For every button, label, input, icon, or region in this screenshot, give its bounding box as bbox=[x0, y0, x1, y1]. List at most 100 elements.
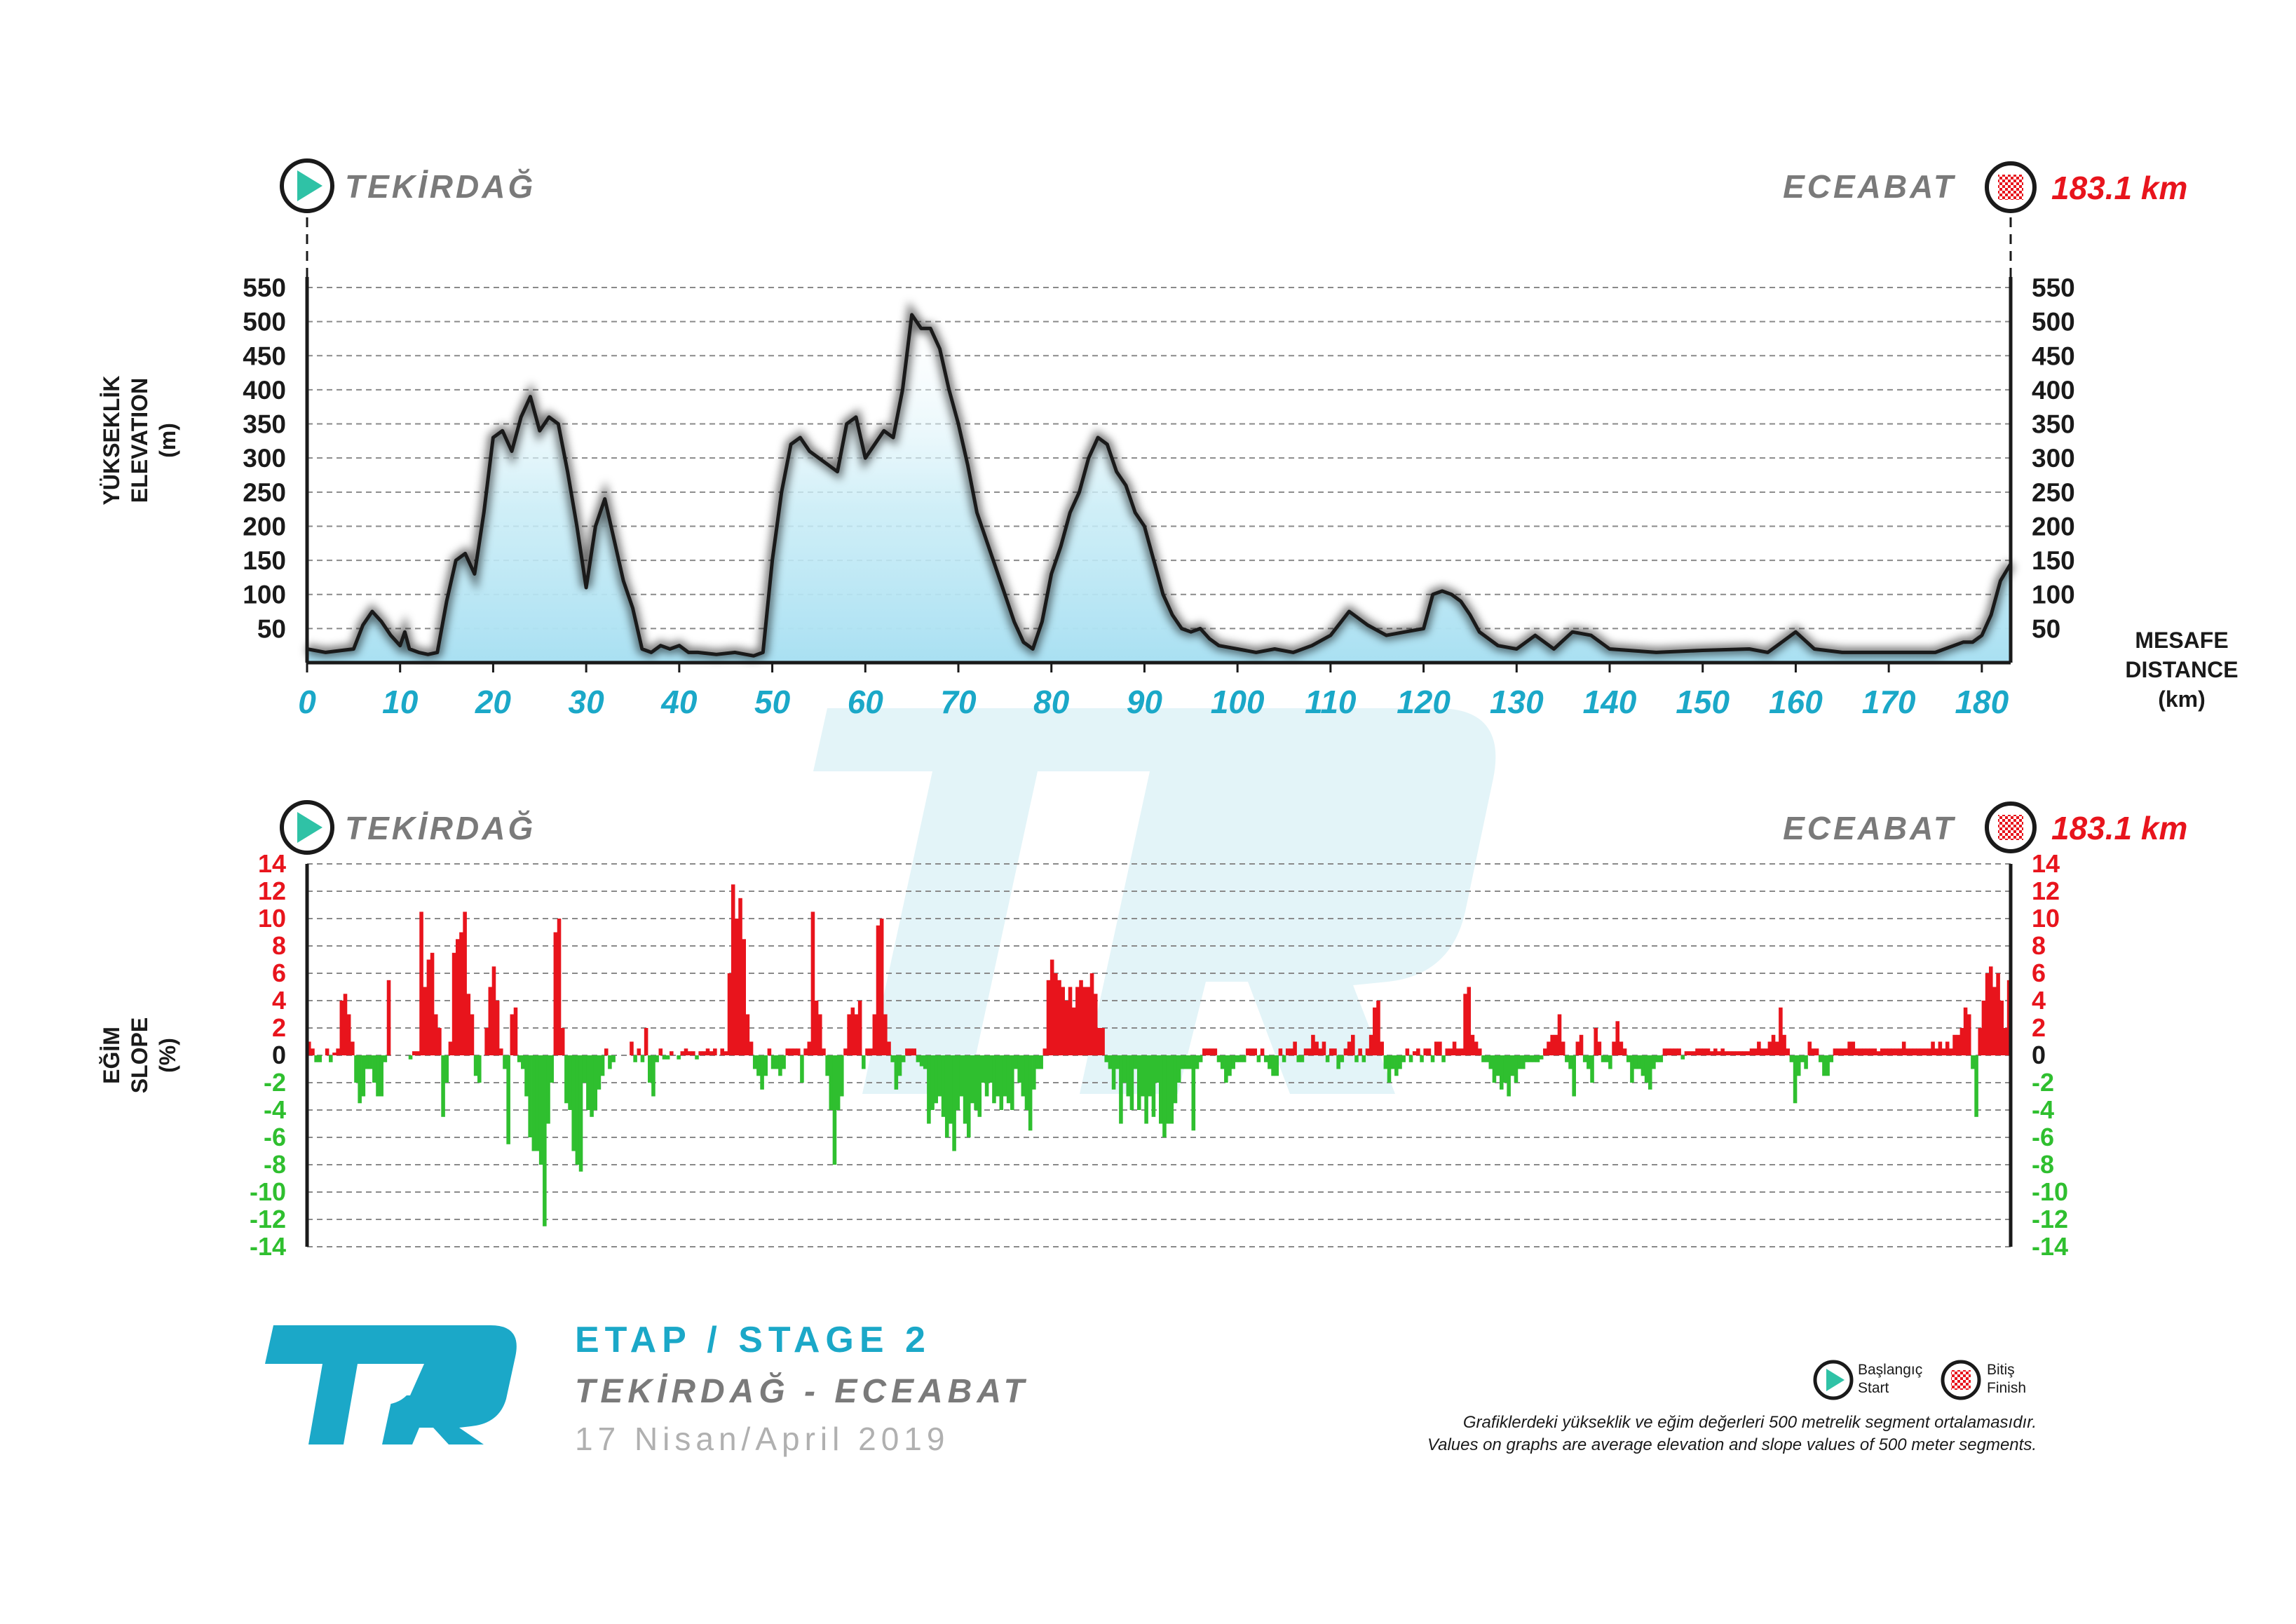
slope-bar bbox=[1322, 1041, 1326, 1055]
distance-tick-label: 130 bbox=[1490, 684, 1544, 720]
slope-bar bbox=[919, 1055, 924, 1067]
slope-bar bbox=[1452, 1041, 1457, 1055]
slope-bar bbox=[1017, 1055, 1021, 1083]
slope-bar bbox=[1880, 1048, 1884, 1056]
slope-bar bbox=[1361, 1055, 1366, 1062]
slope-bar bbox=[1999, 1001, 2004, 1055]
slope-bar bbox=[1996, 973, 2000, 1055]
slope-bar bbox=[1771, 1034, 1776, 1056]
slope-bar bbox=[361, 1055, 366, 1097]
slope-bar bbox=[1126, 1055, 1131, 1097]
slope-bar bbox=[1633, 1055, 1638, 1069]
slope-bar bbox=[379, 1055, 383, 1097]
slope-bar bbox=[1256, 1055, 1261, 1062]
slope-bar bbox=[1796, 1055, 1801, 1076]
slope-bar bbox=[1561, 1041, 1565, 1055]
slope-bar bbox=[1325, 1055, 1330, 1062]
slope-bar bbox=[1333, 1048, 1337, 1056]
slope-bar bbox=[1188, 1055, 1192, 1069]
slope-bar bbox=[1061, 987, 1065, 1055]
elevation-tick-label: 200 bbox=[243, 512, 286, 541]
slope-bar bbox=[1351, 1034, 1355, 1056]
legend-finish-en: Finish bbox=[1987, 1380, 2026, 1396]
slope-bar bbox=[1731, 1051, 1736, 1055]
slope-bar bbox=[455, 939, 460, 1056]
footnote-en: Values on graphs are average elevation a… bbox=[1427, 1435, 2037, 1454]
slope-axis-title: EĞİM SLOPE (%) bbox=[99, 1017, 180, 1093]
slope-bar bbox=[923, 1055, 928, 1069]
slope-bar bbox=[1866, 1048, 1870, 1056]
slope-tick-label: 6 bbox=[272, 959, 286, 987]
slope-bar bbox=[782, 1055, 786, 1069]
slope-bar bbox=[1916, 1048, 1921, 1056]
slope-bar bbox=[1343, 1048, 1348, 1056]
slope-bar bbox=[416, 1051, 420, 1055]
slope-bar bbox=[1873, 1048, 1877, 1056]
slope-bar bbox=[550, 1055, 554, 1083]
slope-bar bbox=[814, 1001, 819, 1055]
distance-tick-label: 110 bbox=[1305, 684, 1357, 720]
slope-bar bbox=[963, 1055, 967, 1124]
stage-date: 17 Nisan/April 2019 bbox=[575, 1421, 949, 1457]
slope-bar bbox=[996, 1055, 1000, 1097]
slope-bar bbox=[1176, 1055, 1181, 1083]
distance-title-en: DISTANCE bbox=[2125, 657, 2238, 682]
distance-tick-label: 50 bbox=[754, 684, 791, 720]
slope-bar bbox=[1336, 1055, 1340, 1069]
slope-bar bbox=[1191, 1055, 1196, 1131]
elevation-chart: TEKİRDAĞ ECEABAT 183.1 km 50100150200250… bbox=[99, 158, 2239, 720]
slope-bar bbox=[763, 1055, 768, 1076]
elevation-tick-label: 450 bbox=[2032, 341, 2075, 370]
slope-bar bbox=[1622, 1048, 1627, 1056]
slope-title-unit: (%) bbox=[155, 1038, 180, 1073]
slope-tick-label: 2 bbox=[272, 1013, 286, 1042]
slope-bar bbox=[521, 1055, 525, 1069]
slope-bar bbox=[1959, 1028, 1964, 1055]
slope-bar bbox=[488, 987, 493, 1055]
elevation-tick-label: 550 bbox=[2032, 273, 2075, 302]
slope-bar bbox=[376, 1055, 380, 1097]
elevation-axes bbox=[305, 277, 2013, 665]
slope-bar bbox=[1720, 1048, 1725, 1056]
elevation-tick-label: 150 bbox=[243, 546, 286, 575]
slope-bar bbox=[1398, 1055, 1402, 1069]
start-city-label: TEKİRDAĞ bbox=[345, 168, 536, 205]
slope-bar bbox=[1035, 1055, 1040, 1069]
slope-bar bbox=[590, 1055, 594, 1117]
slope-bar bbox=[956, 1055, 960, 1110]
slope-bar bbox=[1829, 1055, 1834, 1062]
slope-bar bbox=[433, 1014, 438, 1055]
slope-bar bbox=[329, 1055, 333, 1062]
slope-bar bbox=[1503, 1055, 1507, 1083]
slope-bar bbox=[1021, 1055, 1026, 1097]
slope-bar bbox=[1670, 1048, 1674, 1056]
slope-bar bbox=[426, 959, 431, 1055]
slope-bar bbox=[1387, 1055, 1392, 1083]
slope-bar bbox=[941, 1055, 946, 1117]
slope-bar bbox=[1906, 1048, 1910, 1056]
slope-tick-label: -14 bbox=[2032, 1232, 2068, 1261]
slope-bar bbox=[1579, 1034, 1584, 1056]
slope-bar bbox=[1039, 1055, 1043, 1069]
slope-bar bbox=[538, 1055, 543, 1165]
elevation-tick-label: 200 bbox=[2032, 512, 2075, 541]
slope-bar bbox=[1680, 1055, 1685, 1060]
slope-bar bbox=[1151, 1055, 1156, 1117]
slope-bar bbox=[383, 1055, 388, 1062]
slope-bar bbox=[1166, 1055, 1170, 1124]
slope-bar bbox=[897, 1055, 902, 1076]
slope-bar bbox=[785, 1048, 790, 1056]
slope-bar bbox=[1271, 1055, 1275, 1076]
slope-bar bbox=[1557, 1014, 1562, 1055]
slope-bar bbox=[1641, 1055, 1645, 1076]
slope-bar bbox=[1894, 1048, 1899, 1056]
slope-tick-label: 8 bbox=[272, 931, 286, 960]
slope-bar bbox=[1826, 1055, 1830, 1076]
slope-bar bbox=[1913, 1048, 1917, 1056]
slope-bar bbox=[1836, 1048, 1841, 1056]
slope-bar bbox=[1854, 1048, 1859, 1056]
slope-bar bbox=[680, 1051, 685, 1055]
slope-bar bbox=[1213, 1048, 1218, 1056]
slope-bar bbox=[1460, 1048, 1464, 1056]
slope-bar bbox=[1594, 1028, 1598, 1055]
